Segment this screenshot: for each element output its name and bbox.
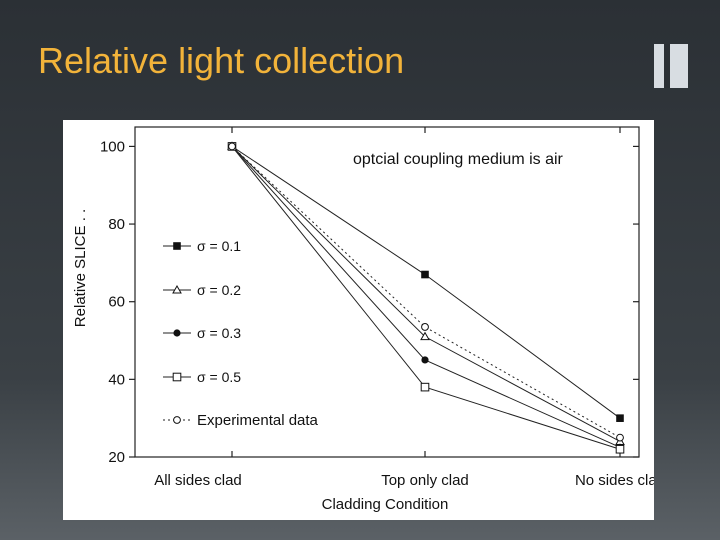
legend-label: σ = 0.5: [197, 369, 241, 385]
marker-triangle-open: [420, 331, 430, 341]
legend-label: Experimental data: [197, 412, 319, 429]
y-tick-label: 100: [100, 138, 125, 155]
series-markers: [227, 141, 625, 454]
marker-square-open: [420, 382, 430, 392]
x-axis-label: Cladding Condition: [322, 496, 449, 513]
x-tick-labels: All sides clad Top only clad No sides clad: [154, 472, 654, 489]
axis-ticks: [129, 127, 639, 458]
x-tick-label: Top only clad: [381, 472, 469, 489]
marker-triangle-open: [172, 284, 182, 294]
marker-square-filled: [421, 270, 429, 279]
accent-bar-decoration: [664, 44, 688, 88]
marker-circle-filled: [421, 356, 429, 364]
line-chart: 20 40 60 80 100 All sides clad Top only clad N…: [72, 126, 654, 513]
marker-square-open: [172, 372, 182, 382]
plot-frame: [134, 126, 640, 458]
y-axis-label: Relative SLICE . .: [72, 209, 89, 327]
marker-circle-open: [421, 323, 429, 331]
legend: σ = 0.1 σ = 0.2 σ = 0.3 σ = 0.5 Experimental…: [163, 238, 319, 429]
chart-annotation: optcial coupling medium is air: [353, 151, 564, 168]
legend-label: σ = 0.2: [197, 282, 241, 298]
slide-title: Relative light collection: [38, 40, 405, 81]
x-tick-label: All sides clad: [154, 472, 242, 489]
y-tick-label: 60: [108, 294, 125, 311]
x-tick-label: No sides clad: [575, 472, 654, 489]
marker-circle-open: [173, 416, 181, 424]
series-lines: [231, 145, 621, 450]
series-line: [231, 146, 621, 439]
y-tick-label: 80: [108, 216, 125, 233]
marker-square-open: [615, 444, 625, 454]
y-tick-label: 40: [108, 371, 125, 388]
y-tick-label: 20: [108, 449, 125, 466]
legend-label: σ = 0.1: [197, 238, 241, 254]
marker-square-filled: [173, 242, 181, 250]
marker-circle-open: [228, 142, 236, 151]
marker-square-filled: [616, 414, 624, 422]
series-line: [231, 145, 621, 419]
series-line: [231, 146, 621, 442]
series-line: [231, 146, 621, 450]
y-tick-labels: 20 40 60 80 100: [100, 138, 125, 466]
marker-circle-open: [616, 433, 624, 442]
marker-circle-filled: [173, 329, 181, 337]
chart-panel: 20 40 60 80 100 All sides clad Top only clad N…: [63, 120, 654, 520]
legend-label: σ = 0.3: [197, 325, 241, 341]
series-line: [231, 146, 621, 448]
